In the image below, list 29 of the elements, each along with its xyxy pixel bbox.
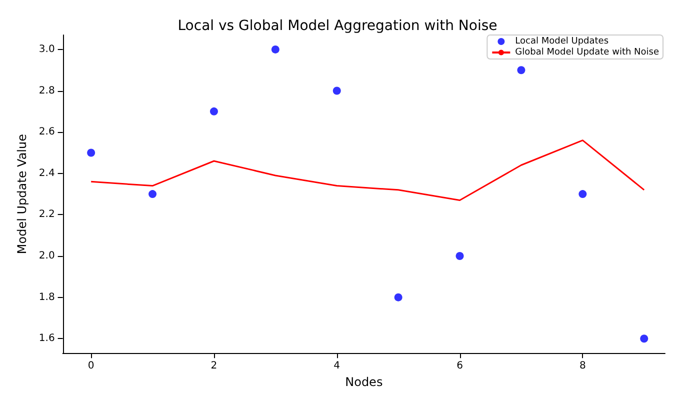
y-tick-label: 2.4 — [38, 168, 55, 179]
y-tick-label: 2.8 — [38, 85, 55, 96]
y-tick-label: 2.6 — [38, 126, 55, 138]
x-axis-title: Nodes — [345, 375, 383, 389]
y-tick-label: 1.8 — [38, 292, 55, 303]
point — [578, 190, 587, 198]
x-tick-label: 2 — [210, 360, 218, 372]
legend-label: Global Model Update with Noise — [515, 48, 660, 58]
point — [210, 107, 218, 116]
y-tick-label: 1.6 — [38, 333, 55, 344]
point — [394, 293, 402, 302]
chart-title: Local vs Global Model Aggregation with Noise — [178, 18, 498, 34]
point — [517, 66, 526, 74]
point — [456, 252, 464, 260]
x-tick-label: 8 — [579, 360, 586, 372]
point — [332, 86, 341, 95]
y-tick-label: 3.0 — [38, 44, 55, 55]
x-tick-label: 6 — [456, 360, 463, 372]
legend-label: Local Model Updates — [515, 36, 609, 46]
point — [148, 190, 157, 198]
point — [87, 148, 96, 157]
point — [640, 334, 648, 343]
x-tick-label: 0 — [88, 360, 94, 372]
y-tick-label: 2.2 — [38, 209, 55, 220]
y-axis-title: Model Update Value — [15, 134, 29, 254]
line-series — [90, 140, 645, 201]
point — [271, 45, 280, 54]
x-tick-label: 4 — [334, 360, 340, 372]
y-tick-label: 2.0 — [38, 250, 55, 262]
